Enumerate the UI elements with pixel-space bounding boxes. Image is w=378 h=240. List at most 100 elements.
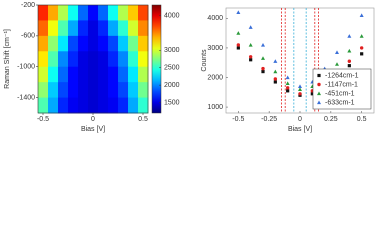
heat-cell [128, 97, 139, 114]
y-tick-label: 2000 [207, 74, 223, 81]
heat-cell [88, 66, 99, 83]
heat-cell [128, 51, 139, 68]
heat-cell [38, 35, 49, 52]
data-point [286, 89, 290, 93]
legend-marker [317, 82, 321, 87]
heat-cell [48, 35, 59, 52]
heat-cell [58, 82, 69, 99]
heat-cell [88, 20, 99, 37]
heat-cell [48, 20, 59, 37]
heat-cell [88, 51, 99, 68]
heat-cell [58, 35, 69, 52]
x-tick-label: 0 [298, 116, 302, 123]
heat-cell [58, 66, 69, 83]
heat-cell [118, 82, 129, 99]
data-point [249, 58, 253, 62]
colorbar-tick-label: 2500 [164, 65, 180, 72]
data-point [273, 69, 278, 74]
heat-cell [118, 35, 129, 52]
heat-cell [58, 20, 69, 37]
data-point [298, 87, 302, 91]
data-point [347, 48, 352, 53]
heat-cell [128, 20, 139, 37]
heat-cell [48, 66, 59, 83]
heat-cell [118, 97, 129, 114]
heat-cell [138, 97, 149, 114]
heat-cell [118, 51, 129, 68]
heat-cell [68, 51, 79, 68]
colorbar [151, 4, 162, 114]
heat-cell [48, 5, 59, 21]
data-point [248, 25, 253, 29]
legend-label: -1264cm-1 [325, 72, 359, 79]
heat-cell [138, 51, 149, 68]
legend-marker [317, 73, 321, 78]
legend-label: -633cm-1 [325, 99, 355, 106]
heat-cell [128, 35, 139, 52]
heat-cell [48, 82, 59, 99]
heat-cell [108, 5, 119, 21]
data-point [359, 13, 364, 17]
colorbar-tick-label: 2000 [164, 82, 180, 89]
heat-cell [138, 66, 149, 83]
x-tick-label: -0.5 [37, 116, 49, 123]
y-tick-label: -200 [21, 2, 35, 9]
heat-cell [128, 82, 139, 99]
y-axis-label: Counts [201, 49, 208, 72]
heat-cell [68, 66, 79, 83]
y-tick-label: 3000 [207, 45, 223, 52]
heat-cell [58, 51, 69, 68]
heat-cell [78, 66, 89, 83]
data-point [261, 69, 265, 74]
heat-cell [118, 66, 129, 83]
data-point [347, 59, 352, 63]
colorbar-tick-label: 4000 [164, 12, 180, 19]
data-point [273, 80, 277, 84]
heat-cell [78, 5, 89, 21]
heat-cell [98, 82, 109, 99]
heat-cell [68, 82, 79, 99]
colorbar-tick-label: 3000 [164, 47, 180, 54]
heat-cell [98, 51, 109, 68]
y-tick-label: -600 [21, 33, 35, 40]
x-tick-label: 0.25 [324, 116, 338, 123]
heat-cell [78, 97, 89, 114]
heat-cell [68, 20, 79, 37]
heat-cell [138, 20, 149, 37]
heat-cell [68, 5, 79, 21]
x-axis-label: Bias [V] [288, 126, 312, 133]
data-point [335, 62, 339, 66]
heat-cell [138, 5, 149, 21]
heat-cell [88, 35, 99, 52]
heat-cell [68, 97, 79, 114]
legend-marker [317, 100, 321, 105]
data-point [285, 81, 290, 86]
heat-cell [88, 97, 99, 114]
heat-cell [108, 35, 119, 52]
data-point [285, 75, 290, 80]
x-tick-label: 0 [91, 116, 95, 123]
data-point [298, 92, 302, 96]
heat-cell [38, 82, 49, 99]
heat-cell [108, 66, 119, 83]
heat-cell [108, 20, 119, 37]
legend-label: -1147cm-1 [325, 81, 358, 88]
x-axis-label: Bias [V] [81, 126, 105, 133]
y-axis-label: Raman Shift [cm⁻¹] [4, 29, 11, 89]
heat-cell [128, 5, 139, 21]
heat-cell [48, 97, 59, 114]
data-point [347, 34, 352, 38]
data-point [360, 52, 364, 56]
figure: -200 -600 -1000 -1400 -0.5 0 0.5 Bias [V] Raman … [4, 2, 375, 133]
data-point [248, 55, 253, 59]
heat-cell [118, 5, 129, 21]
heat-cell [78, 51, 89, 68]
legend-label: -451cm-1 [325, 90, 355, 97]
data-point [261, 42, 265, 47]
heat-cell [108, 97, 119, 114]
legend-box [312, 68, 372, 110]
heat-cell [38, 97, 49, 114]
data-point [248, 42, 253, 47]
data-point [285, 86, 290, 90]
x-tick-label: -0.5 [232, 116, 244, 123]
